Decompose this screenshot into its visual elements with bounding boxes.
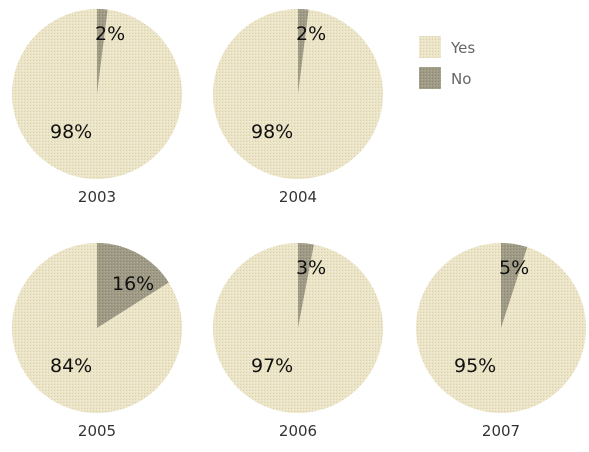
pie-2007: 5% 95% 2007 xyxy=(416,243,586,440)
pie-2005: 16% 84% 2005 xyxy=(12,243,183,440)
label-no-2004: 2% xyxy=(296,23,326,45)
year-label-2005: 2005 xyxy=(78,422,116,440)
label-no-2006: 3% xyxy=(296,257,326,279)
legend-swatch-no xyxy=(419,67,441,89)
pie-2003: 2% 98% 2003 xyxy=(12,9,182,206)
label-yes-2006: 97% xyxy=(251,355,293,377)
pie-2006: 3% 97% 2006 xyxy=(212,243,383,440)
year-label-2006: 2006 xyxy=(279,422,317,440)
label-yes-2007: 95% xyxy=(454,355,496,377)
slice-no-2006 xyxy=(298,243,314,328)
legend-label-no: No xyxy=(451,70,471,88)
slice-no-2005 xyxy=(97,243,169,328)
legend-label-yes: Yes xyxy=(450,39,475,57)
slice-yes-2006 xyxy=(212,243,383,414)
year-label-2007: 2007 xyxy=(482,422,520,440)
slice-no-2003 xyxy=(97,9,108,94)
label-yes-2003: 98% xyxy=(50,121,92,143)
slice-no-2007 xyxy=(501,243,528,328)
slice-yes-2005 xyxy=(12,243,183,414)
pie-2004: 2% 98% 2004 xyxy=(213,9,384,206)
year-label-2003: 2003 xyxy=(78,188,116,206)
label-no-2007: 5% xyxy=(499,257,529,279)
slice-yes-2007 xyxy=(416,243,586,413)
slice-yes-2003 xyxy=(12,9,182,179)
label-yes-2005: 84% xyxy=(50,355,92,377)
label-no-2005: 16% xyxy=(112,273,154,295)
slice-yes-2004 xyxy=(213,9,384,179)
label-yes-2004: 98% xyxy=(251,121,293,143)
legend-swatch-yes xyxy=(419,36,441,58)
slice-no-2004 xyxy=(298,9,309,94)
label-no-2003: 2% xyxy=(95,23,125,45)
year-label-2004: 2004 xyxy=(279,188,317,206)
legend: Yes No xyxy=(419,36,475,89)
